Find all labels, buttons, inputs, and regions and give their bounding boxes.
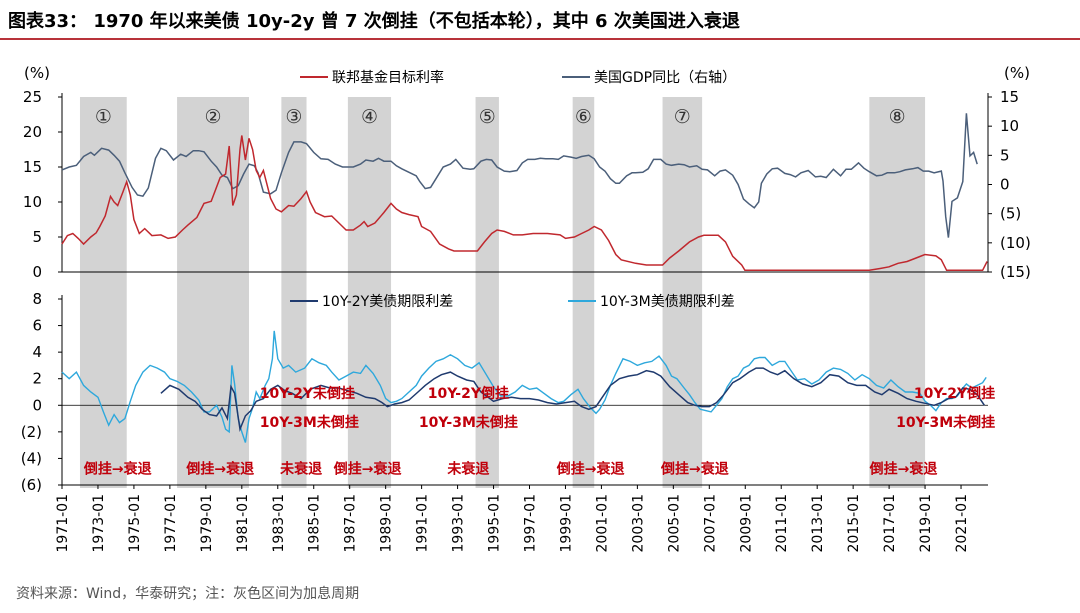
annotation-10: 倒挂→衰退: [556, 461, 625, 478]
spread-10y2y-line: [160, 367, 986, 433]
shaded-period-7: [662, 97, 703, 488]
x-tick-label: 1971-01: [55, 494, 71, 553]
fed-funds-legend-label: 联邦基金目标利率: [332, 69, 444, 86]
period-number-1: ①: [95, 106, 112, 128]
x-tick-label: 2015-01: [846, 494, 862, 553]
shaded-periods: ① ② ③ ④ ⑤ ⑥ ⑦ ⑧: [79, 97, 926, 488]
x-tick-label: 1985-01: [307, 494, 323, 553]
legends: 联邦基金目标利率 美国GDP同比（右轴） 10Y-2Y美债期限利差 10Y-3M美债期…: [290, 69, 736, 310]
period-number-3: ③: [285, 106, 302, 128]
x-tick-label: 2001-01: [594, 494, 610, 553]
series-lines: [61, 113, 988, 443]
bottom-tick-label: 6: [32, 317, 42, 335]
annotation-13: 10Y-2Y倒挂: [914, 385, 995, 402]
annotation-3: 10Y-2Y未倒挂: [260, 385, 355, 402]
annotation-6: 倒挂→衰退: [333, 461, 402, 478]
gdp-legend-label: 美国GDP同比（右轴）: [594, 70, 736, 86]
shaded-period-8: [869, 97, 926, 488]
spread-10y2y-legend-label: 10Y-2Y美债期限利差: [322, 294, 453, 310]
top-left-tick-label: 10: [23, 193, 42, 211]
chart-title: 图表33： 1970 年以来美债 10y-2y 曾 7 次倒挂（不包括本轮），其…: [8, 11, 740, 32]
x-tick-label: 1999-01: [558, 494, 574, 553]
bottom-tick-label: (2): [21, 423, 42, 441]
x-tick-label: 1981-01: [235, 494, 251, 553]
bottom-tick-label: (6): [21, 476, 42, 494]
x-tick-label: 2021-01: [954, 494, 970, 553]
x-tick-label: 1989-01: [379, 494, 395, 553]
shaded-period-4: [347, 97, 392, 488]
x-tick-label: 2005-01: [666, 494, 682, 553]
axis-labels: 0 5 10 15 20 25 (15) (10) (5) 0 5 10 15 (6) (4) (2) 0 2 4 6…: [21, 64, 1031, 553]
annotation-11: 倒挂→衰退: [660, 461, 729, 478]
period-number-4: ④: [361, 106, 378, 128]
top-right-tick-label: 10: [1000, 117, 1019, 135]
top-right-tick-label: 15: [1000, 88, 1019, 106]
annotation-12: 倒挂→衰退: [869, 461, 938, 478]
top-left-tick-label: 20: [23, 123, 42, 141]
annotation-14: 10Y-3M未倒挂: [896, 414, 995, 431]
x-tick-label: 1975-01: [127, 494, 143, 553]
bottom-tick-label: 4: [32, 343, 42, 361]
title-underline: [0, 38, 1080, 40]
x-tick-label: 2017-01: [882, 494, 898, 553]
top-left-tick-label: 25: [23, 88, 42, 106]
x-tick-label: 2009-01: [738, 494, 754, 553]
x-tick-label: 1997-01: [522, 494, 538, 553]
shaded-period-5: [475, 97, 499, 488]
annotation-1: 倒挂→衰退: [83, 461, 152, 478]
period-number-7: ⑦: [674, 106, 691, 128]
right-unit-label: (%): [1004, 64, 1030, 82]
x-tick-label: 1993-01: [451, 494, 467, 553]
x-tick-label: 2011-01: [774, 494, 790, 553]
top-right-tick-label: 5: [1000, 146, 1010, 164]
top-left-tick-label: 0: [32, 263, 42, 281]
annotation-2: 倒挂→衰退: [185, 461, 254, 478]
top-right-tick-label: (15): [1000, 263, 1031, 281]
x-tick-label: 1991-01: [415, 494, 431, 553]
period-number-5: ⑤: [479, 106, 496, 128]
x-tick-label: 2019-01: [918, 494, 934, 553]
x-tick-label: 2007-01: [702, 494, 718, 553]
annotation-7: 10Y-2Y倒挂: [428, 385, 509, 402]
period-number-6: ⑥: [575, 106, 592, 128]
x-tick-label: 1979-01: [199, 494, 215, 553]
left-unit-label: (%): [24, 64, 50, 82]
x-tick-label: 1987-01: [343, 494, 359, 553]
top-left-tick-label: 15: [23, 158, 42, 176]
top-right-tick-label: (10): [1000, 234, 1031, 252]
shaded-period-1: [79, 97, 127, 488]
x-tick-label: 2013-01: [810, 494, 826, 553]
spread-10y3m-legend-label: 10Y-3M美债期限利差: [600, 294, 735, 310]
x-tick-label: 1973-01: [91, 494, 107, 553]
period-number-8: ⑧: [889, 106, 906, 128]
source-note: 资料来源：Wind，华泰研究；注：灰色区间为加息周期: [16, 586, 360, 602]
bottom-tick-label: 8: [32, 290, 42, 308]
annotation-9: 未衰退: [447, 461, 489, 478]
top-left-tick-label: 5: [32, 228, 42, 246]
annotation-4: 10Y-3M未倒挂: [260, 414, 359, 431]
spread-10y3m-line: [61, 330, 987, 443]
annotation-5: 未衰退: [280, 461, 322, 478]
x-tick-label: 2003-01: [630, 494, 646, 553]
bottom-tick-label: (4): [21, 449, 42, 467]
bottom-tick-label: 0: [32, 396, 42, 414]
fed-funds-rate-line: [61, 135, 988, 272]
period-number-2: ②: [205, 106, 222, 128]
top-right-tick-label: (5): [1000, 205, 1021, 223]
annotation-8: 10Y-3M未倒挂: [419, 414, 518, 431]
top-right-tick-label: 0: [1000, 176, 1010, 194]
x-tick-label: 1977-01: [163, 494, 179, 553]
x-tick-label: 1983-01: [271, 494, 287, 553]
x-tick-label: 1995-01: [487, 494, 503, 553]
bottom-tick-label: 2: [32, 370, 42, 388]
